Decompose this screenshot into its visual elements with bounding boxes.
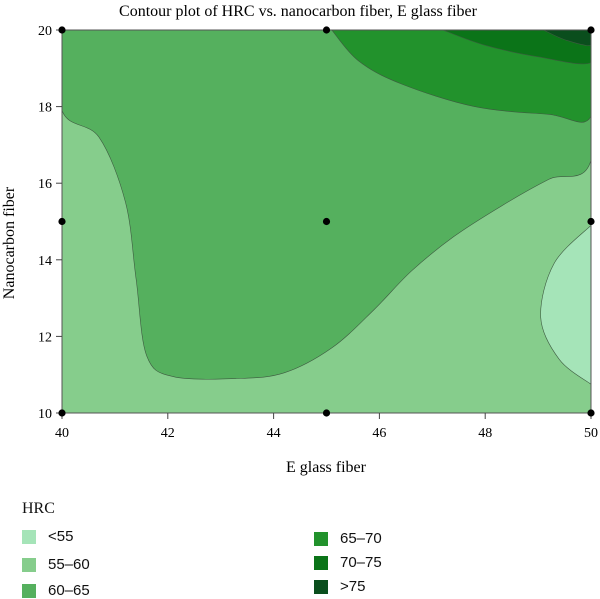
design-point [58, 26, 66, 34]
x-tick-label: 44 [267, 426, 281, 441]
legend-label: 55–60 [48, 556, 90, 573]
contour-region [543, 30, 591, 46]
design-point [587, 409, 595, 417]
legend-swatch [22, 583, 36, 598]
x-axis-label: E glass fiber [286, 459, 367, 476]
legend-swatch [314, 531, 328, 546]
legend-title: HRC [22, 500, 55, 517]
design-point [58, 409, 66, 417]
contour-region [62, 30, 591, 380]
y-tick-label: 20 [38, 24, 52, 39]
legend-label: 60–65 [48, 582, 90, 599]
x-tick-label: 42 [161, 426, 175, 441]
contour-chart: Contour plot of HRC vs. nanocarbon fiber… [1, 3, 598, 476]
design-point [322, 26, 331, 34]
legend-item: 70–75 [314, 554, 382, 571]
legend-label: 70–75 [340, 554, 382, 571]
legend-label: 65–70 [340, 530, 382, 547]
x-axis: 40 42 44 46 48 50 [55, 413, 598, 441]
legend-label: >75 [340, 578, 366, 595]
legend-item: >75 [314, 578, 365, 595]
contour-region [540, 224, 591, 385]
design-point [322, 217, 331, 226]
x-tick-label: 46 [372, 426, 386, 441]
design-point [587, 26, 595, 34]
legend-label: <55 [48, 528, 74, 545]
legend-swatch [314, 579, 328, 594]
y-tick-label: 18 [38, 101, 52, 116]
design-point [322, 409, 331, 417]
design-points [58, 26, 595, 417]
chart-title: Contour plot of HRC vs. nanocarbon fiber… [119, 3, 478, 20]
contour-region [442, 30, 591, 65]
legend-item: 60–65 [22, 582, 90, 599]
y-axis-label: Nanocarbon fiber [1, 186, 18, 299]
x-tick-label: 48 [478, 426, 492, 441]
legend-swatch [314, 555, 328, 570]
legend-item: 65–70 [314, 530, 382, 547]
legend-swatch [22, 557, 36, 572]
y-axis: 10 12 14 16 18 20 [38, 24, 62, 422]
legend-item: 55–60 [22, 556, 90, 573]
x-tick-label: 40 [55, 426, 69, 441]
y-tick-label: 12 [38, 330, 52, 345]
y-tick-label: 14 [38, 254, 52, 269]
y-tick-label: 16 [38, 177, 52, 192]
x-tick-label: 50 [584, 426, 598, 441]
design-point [58, 217, 66, 226]
legend-swatch [22, 529, 36, 544]
design-point [587, 217, 595, 226]
legend-item: <55 [22, 528, 73, 545]
legend: HRC <55 55–60 60–65 65–70 70–75 >75 [22, 500, 442, 599]
y-tick-label: 10 [38, 407, 52, 422]
